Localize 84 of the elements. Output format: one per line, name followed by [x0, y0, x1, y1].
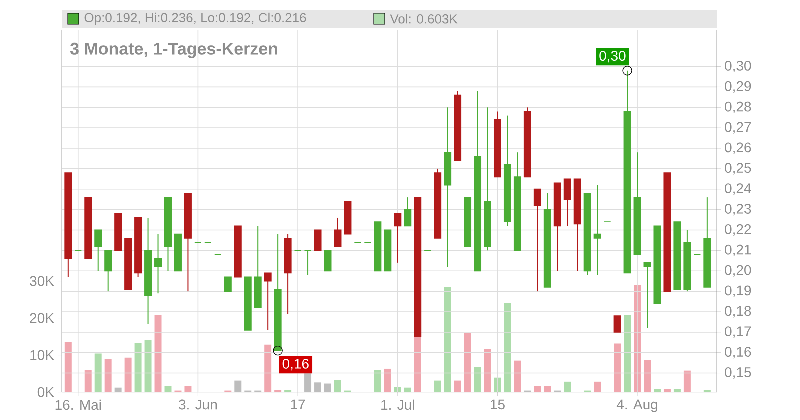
bar — [594, 382, 602, 392]
bar — [84, 370, 92, 392]
bar — [404, 388, 412, 392]
bar — [234, 380, 242, 392]
bar — [114, 388, 122, 392]
bar — [614, 344, 622, 392]
y2-tick-label: 30K — [30, 276, 54, 286]
bar — [184, 386, 192, 392]
y2-tick-label: 10K — [30, 350, 54, 360]
y-tick-label: 0,24 — [725, 184, 752, 196]
bar — [314, 382, 322, 392]
bar — [134, 343, 142, 392]
candlestick — [404, 197, 412, 227]
bar — [644, 360, 651, 392]
bar — [564, 382, 572, 392]
candlestick — [324, 250, 332, 272]
y-tick-label: 0,27 — [725, 122, 752, 134]
candlestick — [154, 234, 162, 294]
bar — [444, 287, 452, 392]
candlestick — [614, 316, 622, 333]
x-tick-label: 15 — [491, 400, 505, 410]
legend-label: Vol: 0.603K — [390, 14, 458, 24]
bar — [474, 367, 482, 392]
y-tick-label: 0,26 — [725, 142, 752, 154]
bar — [684, 370, 691, 392]
annotation: 0,30 — [600, 51, 626, 63]
x-tick-label: 16. Mai — [56, 400, 102, 410]
candlestick — [534, 188, 542, 292]
bar — [144, 340, 152, 392]
candlestick — [334, 217, 342, 248]
annotation: 0,16 — [282, 358, 309, 371]
bar — [624, 314, 632, 392]
y2-tick-label: 20K — [30, 313, 54, 324]
bar — [104, 358, 112, 392]
bar — [514, 360, 522, 392]
y-tick-label: 0,16 — [725, 347, 752, 359]
candlestick — [314, 230, 322, 252]
bar — [64, 342, 72, 392]
candlestick — [394, 213, 402, 264]
bar — [464, 333, 472, 392]
bar — [154, 314, 162, 392]
y-tick-label: 0,15 — [725, 367, 752, 380]
candlestick — [94, 230, 102, 272]
y-tick-label: 0,29 — [725, 81, 752, 93]
candlestick — [304, 250, 312, 276]
y-tick-label: 0,23 — [725, 204, 752, 216]
bar — [544, 386, 552, 392]
bar — [484, 348, 492, 392]
candlestick — [594, 184, 602, 276]
y-tick-label: 0,20 — [725, 265, 752, 277]
bar — [494, 378, 502, 392]
bar — [454, 380, 462, 392]
bar — [534, 386, 542, 392]
y-tick-label: 0,19 — [725, 286, 752, 298]
candlestick — [224, 276, 232, 292]
bar — [264, 344, 272, 392]
bar — [94, 354, 102, 392]
y2-tick-label: 0K — [38, 387, 54, 398]
x-tick-label: 3. Jun — [179, 400, 218, 410]
y-tick-label: 0,25 — [725, 163, 752, 175]
bar — [384, 368, 392, 392]
x-tick-label: 4. Aug — [616, 400, 658, 412]
bar — [434, 380, 442, 392]
candlestick — [264, 272, 272, 331]
bar — [374, 370, 382, 392]
bar — [334, 380, 342, 392]
bar — [414, 336, 422, 392]
y-tick-label: 0,21 — [725, 244, 752, 256]
x-tick-label: 1. Jul — [382, 400, 414, 410]
bar — [504, 303, 512, 392]
candlestick — [644, 262, 652, 329]
y-tick-label: 0,30 — [725, 60, 752, 73]
bar — [304, 373, 312, 392]
y-tick-label: 0,22 — [725, 224, 752, 236]
text: 3 Monate, 1-Tages-Kerzen — [70, 42, 278, 58]
bar — [124, 358, 132, 392]
bar — [324, 384, 332, 392]
x-tick-label: 17 — [291, 400, 306, 410]
y-tick-label: 0,17 — [725, 326, 752, 338]
y-tick-label: 0,28 — [725, 102, 752, 114]
candlestick — [564, 178, 572, 227]
legend-label: Op:0.192, Hi:0.236, Lo:0.192, Cl:0.216 — [84, 12, 306, 26]
y-tick-label: 0,18 — [725, 306, 752, 318]
candlestick — [104, 250, 112, 292]
